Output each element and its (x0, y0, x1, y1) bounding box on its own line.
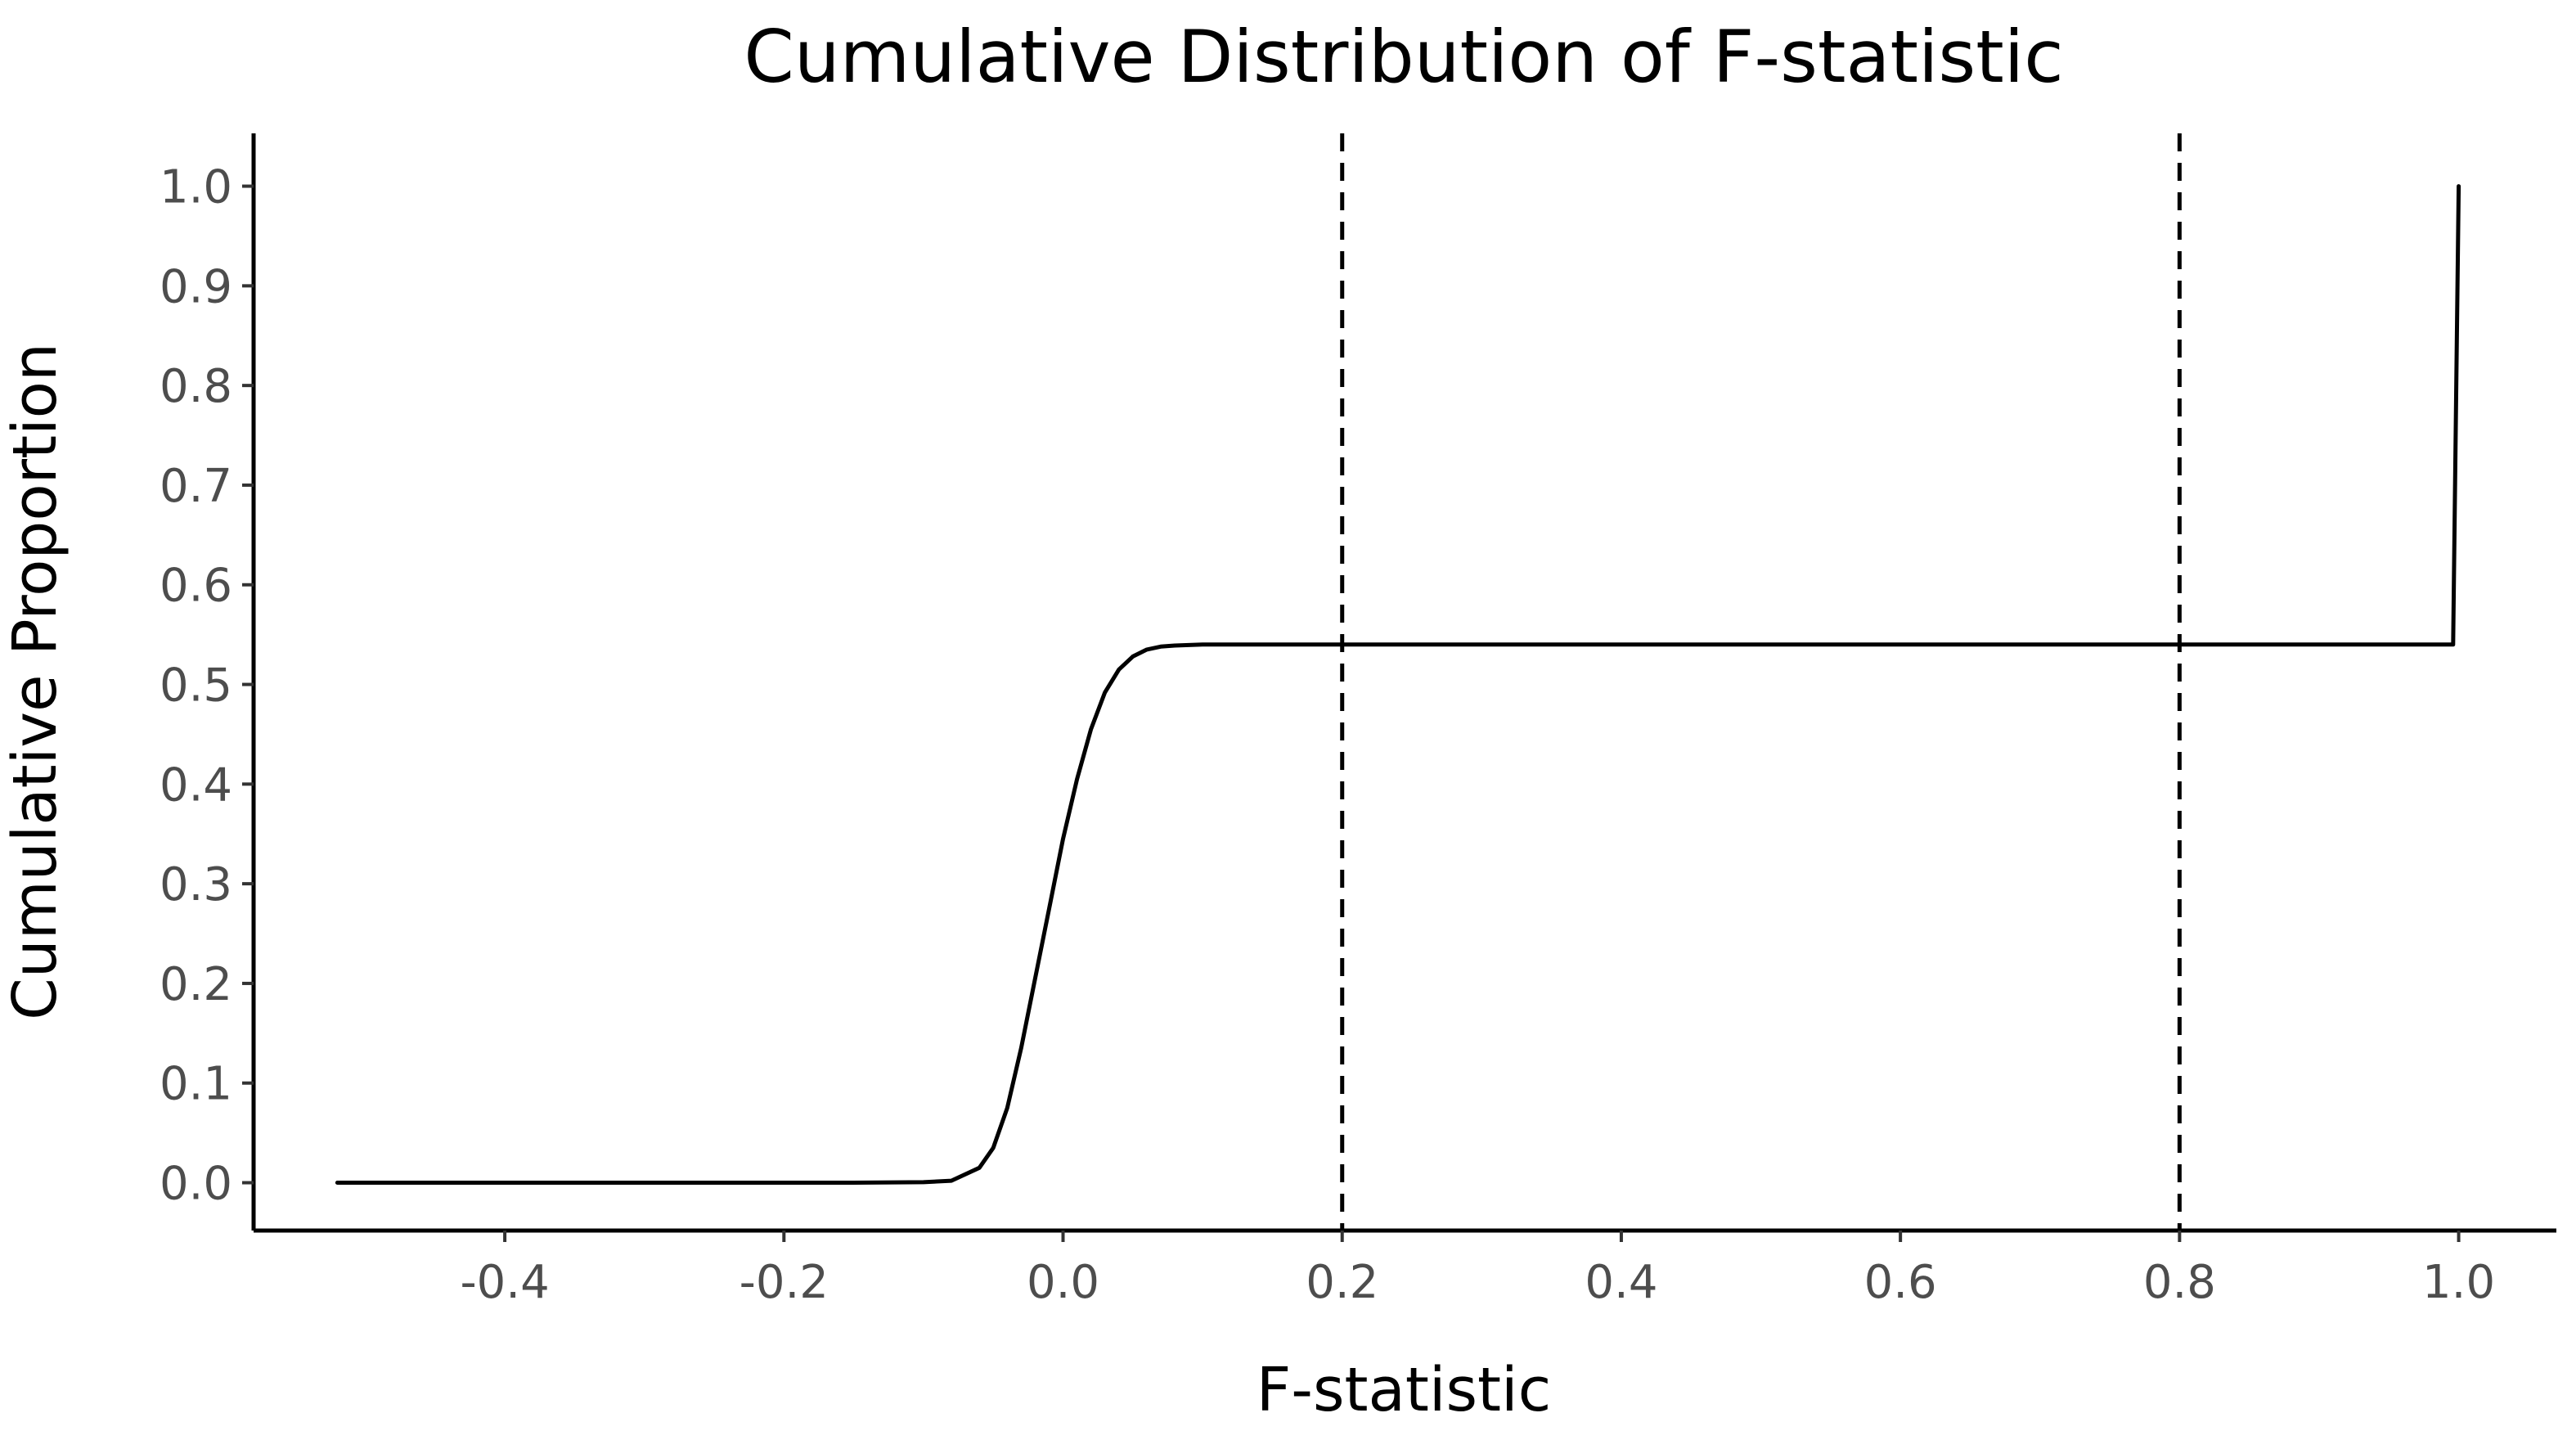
chart-title: Cumulative Distribution of F-statistic (744, 15, 2063, 99)
ticks: -0.4 -0.2 0.0 0.2 0.4 0.6 0.8 1.0 0.0 0.1 0.2 0.3 0.… (160, 161, 2495, 1309)
x-tick-label: 0.4 (1585, 1256, 1657, 1309)
y-tick-label: 0.2 (160, 958, 232, 1011)
y-tick-label: 1.0 (160, 161, 232, 214)
y-tick-label: 0.8 (160, 360, 232, 413)
x-tick-label: 1.0 (2422, 1256, 2495, 1309)
x-tick-label: -0.4 (460, 1256, 549, 1309)
y-axis-title: Cumulative Proportion (0, 343, 70, 1020)
x-axis-title: F-statistic (1257, 1355, 1552, 1425)
x-tick-label: 0.6 (1864, 1256, 1937, 1309)
y-tick-label: 0.3 (160, 858, 232, 911)
y-tick-label: 0.4 (160, 758, 232, 812)
y-tick-label: 0.0 (160, 1158, 232, 1211)
y-tick-label: 0.6 (160, 560, 232, 613)
axes (251, 133, 2556, 1233)
y-tick-label: 0.7 (160, 460, 232, 513)
x-tick-label: 0.0 (1027, 1256, 1099, 1309)
series-line-0 (335, 184, 2461, 1185)
plot-area (335, 133, 2461, 1231)
x-tick-label: -0.2 (740, 1256, 829, 1309)
x-tick-label: 0.8 (2143, 1256, 2216, 1309)
y-tick-label: 0.9 (160, 260, 232, 313)
y-tick-label: 0.5 (160, 659, 232, 713)
x-tick-label: 0.2 (1306, 1256, 1378, 1309)
y-tick-label: 0.1 (160, 1058, 232, 1111)
